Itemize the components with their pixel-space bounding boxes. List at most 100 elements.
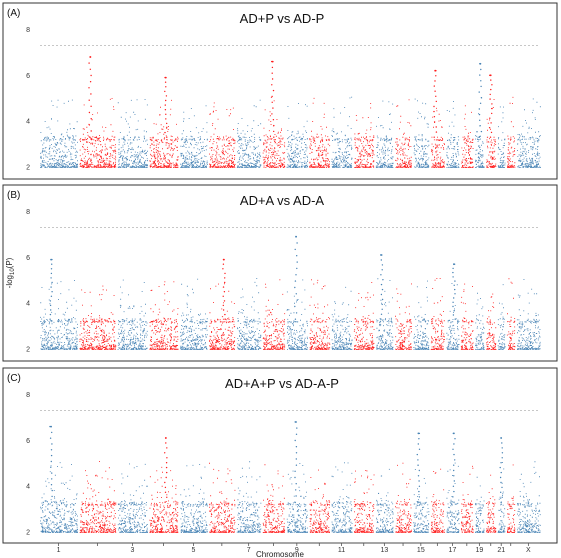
y-tick-label: 6: [26, 438, 30, 445]
peak-point: [381, 269, 383, 271]
peak-point: [418, 496, 421, 498]
y-tick-label: 8: [26, 27, 30, 34]
chromosome-22-points: [506, 278, 516, 350]
peak-point: [418, 490, 420, 493]
peak-point: [480, 80, 482, 82]
peak-point: [454, 288, 456, 291]
peak-point: [51, 495, 53, 498]
peak-point: [273, 130, 275, 133]
chromosome-12-points: [353, 282, 375, 350]
peak-point: [89, 136, 91, 138]
peak-point: [489, 117, 491, 119]
peak-point: [454, 438, 456, 440]
peak-point: [166, 457, 168, 459]
peak-top-point: [295, 235, 297, 238]
chromosome-5-points: [180, 278, 208, 350]
peak-point: [294, 286, 296, 289]
peak-point: [49, 300, 52, 302]
chromosome-10-points: [309, 97, 331, 168]
chromosome-18-points: [460, 283, 474, 350]
peak-point: [433, 105, 435, 108]
peak-point: [417, 464, 419, 466]
chromosome-17-points: [446, 462, 460, 533]
peak-point: [296, 261, 298, 263]
chromosome-8-points: [262, 464, 286, 533]
peak-point: [50, 268, 53, 270]
x-tick-label: 19: [475, 547, 483, 554]
peak-point: [479, 125, 481, 127]
peak-point: [500, 481, 502, 484]
peak-point: [90, 74, 92, 77]
peak-top-point: [50, 425, 52, 428]
points-group: [40, 235, 541, 350]
peak-point: [166, 136, 168, 138]
peak-point: [296, 267, 298, 270]
peak-point: [478, 136, 480, 138]
peak-point: [271, 101, 273, 104]
peak-point: [164, 90, 166, 93]
peak-point: [453, 284, 455, 286]
peak-point: [88, 87, 90, 89]
peak-point: [452, 271, 454, 274]
y-tick-label: 2: [26, 165, 30, 172]
peak-point: [499, 476, 502, 479]
peak-point: [164, 104, 166, 106]
peak-point: [454, 280, 456, 282]
peak-point: [294, 439, 296, 442]
peak-point: [164, 491, 167, 493]
peak-point: [480, 85, 482, 88]
peak-point: [380, 293, 383, 296]
chromosome-7-points: [236, 99, 262, 168]
peak-point: [380, 283, 383, 286]
chromosome-18-points: [461, 465, 474, 533]
peak-top-point: [380, 254, 383, 256]
chart-title: AD+A vs AD-A: [240, 193, 324, 208]
peak-point: [417, 443, 419, 445]
x-axis-label: Chromosome: [256, 550, 305, 558]
peak-point: [500, 462, 502, 464]
chromosome-6-points: [209, 102, 236, 168]
peak-point: [90, 118, 92, 120]
peak-point: [490, 79, 492, 81]
peak-point: [418, 480, 420, 482]
chromosome-13-points: [376, 278, 394, 350]
panel-c: (C) AD+A+P vs AD-A-P 2 4 6 8: [2, 367, 558, 544]
peak-point: [453, 464, 455, 466]
peak-point: [271, 78, 274, 80]
points-group: [40, 56, 541, 168]
peak-top-point: [223, 258, 225, 261]
peak-point: [453, 490, 455, 493]
peak-point: [272, 119, 275, 121]
peak-point: [51, 489, 53, 492]
chromosome-14-points: [395, 283, 412, 350]
peak-point: [273, 124, 275, 127]
peak-point: [164, 452, 166, 454]
chromosome-10-points: [309, 279, 331, 350]
peak-point: [501, 452, 504, 454]
peak-point: [166, 122, 168, 125]
peak-point: [433, 136, 435, 138]
peak-point: [295, 312, 298, 314]
peak-point: [271, 72, 273, 74]
peak-point: [452, 314, 455, 316]
peak-point: [224, 313, 226, 316]
peak-point: [223, 291, 226, 293]
peak-point: [453, 443, 455, 445]
peak-point: [489, 136, 492, 138]
peak-top-point: [479, 62, 482, 65]
peak-point: [435, 75, 437, 77]
chromosome-2-points: [79, 285, 117, 350]
chromosome-18-points: [461, 105, 474, 168]
peak-point: [224, 277, 226, 279]
peak-point: [90, 130, 92, 132]
peak-point: [478, 113, 481, 116]
chromosome-20-points: [486, 99, 497, 168]
peak-point: [452, 305, 454, 308]
peak-point: [50, 309, 52, 311]
peak-point: [489, 93, 491, 96]
peak-point: [453, 469, 455, 472]
peak-point: [501, 447, 503, 449]
peak-point: [224, 318, 226, 320]
peak-point: [479, 119, 481, 122]
